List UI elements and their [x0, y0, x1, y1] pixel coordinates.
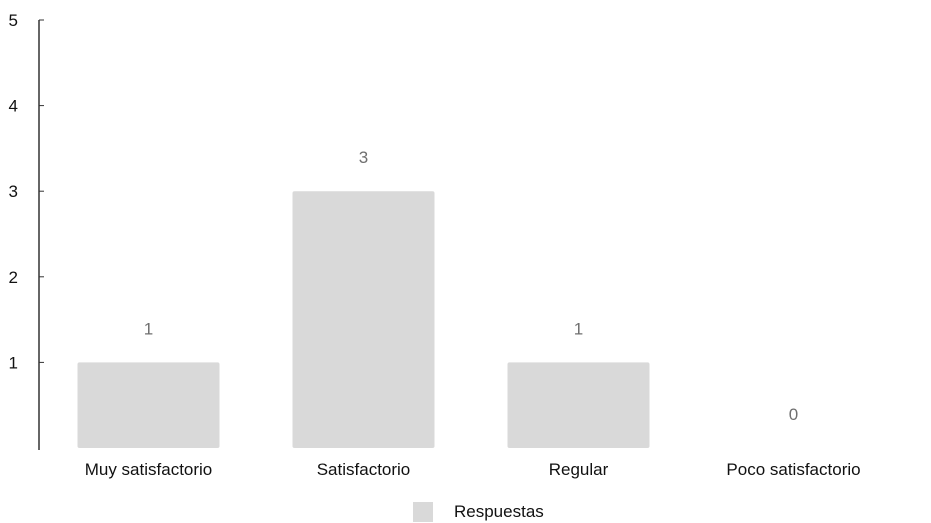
x-category-label: Satisfactorio: [317, 460, 411, 479]
bar: [507, 362, 650, 448]
bar: [292, 191, 435, 448]
legend-swatch: [413, 502, 433, 522]
bar: [77, 362, 220, 448]
bar-value-label: 1: [144, 319, 153, 338]
y-tick-label: 4: [9, 97, 18, 116]
x-category-label: Poco satisfactorio: [726, 460, 860, 479]
bar-value-label: 3: [359, 148, 368, 167]
y-tick-label: 3: [9, 182, 18, 201]
x-category-label: Muy satisfactorio: [85, 460, 213, 479]
y-axis: 1 2 3 4 5: [9, 11, 44, 450]
legend-label-respuestas: Respuestas: [454, 502, 544, 521]
legend: Respuestas: [413, 502, 544, 522]
bar-value-label: 1: [574, 319, 583, 338]
bar-chart: 1 2 3 4 5 1 3 1 0 Muy satisfactorio Satisfactori…: [9, 11, 861, 479]
y-tick-label: 1: [9, 353, 18, 372]
y-tick-label: 2: [9, 268, 18, 287]
bar-value-label: 0: [789, 405, 798, 424]
y-tick-label: 5: [9, 11, 18, 30]
x-category-label: Regular: [549, 460, 609, 479]
x-axis-labels: Muy satisfactorio Satisfactorio Regular Poc…: [85, 460, 861, 479]
bars-group: [77, 191, 650, 448]
data-labels-group: 1 3 1 0: [144, 148, 798, 424]
